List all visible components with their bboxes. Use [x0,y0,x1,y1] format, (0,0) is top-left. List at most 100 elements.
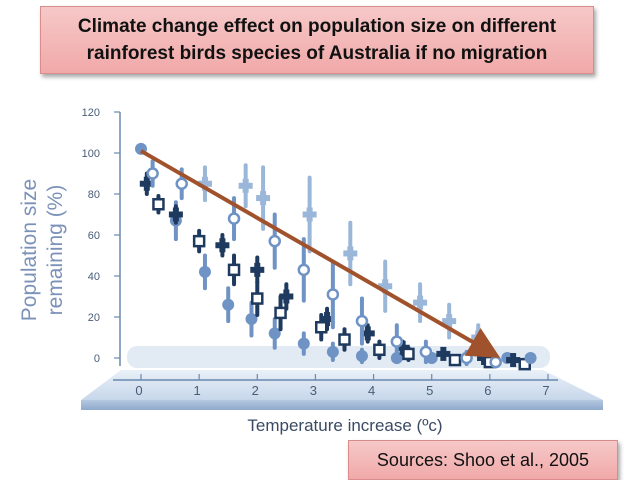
data-point-filled-cross [250,255,265,285]
marker-cross-v [283,289,290,304]
marker-cross-v [172,207,179,222]
source-text: Sources: Shoo et al., 2005 [376,449,590,470]
data-point-light-cross [238,163,253,209]
marker-open-square [448,353,462,367]
y-tick-label: 0 [94,353,100,365]
data-point-light-cross [413,282,428,324]
title-banner: Climate change effect on population size… [40,6,594,74]
marker-open-circle [268,234,281,248]
data-point-filled-cross [360,323,375,344]
marker-open-circle [419,345,433,359]
y-tick-label: 100 [82,148,100,160]
data-point-filled-circle [245,300,258,338]
marker-open-circle [489,355,502,369]
y-tick-label: 40 [88,271,100,283]
marker-open-square [314,321,328,334]
marker-cross-v [347,246,354,261]
y-tick-label: 80 [88,189,100,201]
marker-circle [222,298,235,311]
title-line-1: Climate change effect on population size… [77,16,557,37]
marker-cross-v [324,312,331,327]
marker-open-square [373,343,386,357]
y-axis-label-line: Population size [18,179,41,321]
data-point-open-circle [268,212,281,270]
marker-open-circle [326,288,340,301]
data-point-filled-cross [279,282,294,311]
marker-open-circle [297,263,311,277]
marker-cross-v [510,353,517,368]
marker-circle [297,337,310,350]
marker-circle [326,345,339,358]
trend-arrow [140,149,501,358]
marker-cross-v [446,314,453,329]
marker-circle [355,349,368,362]
marker-open-square [192,234,206,248]
marker-circle [198,265,211,278]
x-tick-label: 2 [252,383,259,398]
data-point-open-circle [489,355,502,369]
data-point-open-circle [297,237,311,303]
data-point-open-square [314,312,328,342]
marker-open-square [338,333,351,346]
marker-cross-v [254,262,261,277]
data-point-filled-circle [326,341,339,363]
platform-top [81,370,603,400]
marker-open-circle [146,167,159,180]
data-point-filled-circle [222,286,235,324]
marker-circle [524,352,537,364]
data-point-open-square [227,253,241,287]
x-tick-label: 3 [310,383,317,398]
marker-cross-v [440,346,447,361]
x-tick-label: 5 [426,383,433,398]
chart-platform [81,346,603,410]
x-tick-label: 7 [542,383,549,398]
data-point-filled-cross [168,204,183,225]
marker-cross-v [242,178,249,193]
data-point-light-cross [302,175,317,254]
data-point-open-square [274,294,287,332]
marker-cross-v [417,295,424,310]
data-point-open-square [251,280,264,317]
marker-cross-v [382,279,389,294]
marker-cross-v [201,176,208,191]
marker-open-circle [390,335,404,348]
data-point-open-square [338,327,351,352]
x-tick-label: 4 [368,383,375,398]
marker-cross-v [260,191,267,206]
data-point-open-circle [355,296,369,346]
data-point-light-cross [197,165,212,203]
marker-open-square [251,292,264,305]
data-point-filled-cross [506,353,521,368]
data-point-light-cross [343,220,358,287]
marker-open-square [402,347,415,361]
y-axis-label-line: remaining (%) [44,185,67,316]
y-tick-label: 20 [88,312,100,324]
marker-open-circle [227,212,241,225]
marker-open-square [227,263,241,277]
marker-circle [245,313,258,326]
data-point-filled-cross [215,233,230,258]
data-point-filled-cross [436,346,451,361]
marker-cross-v [219,238,226,253]
x-tick-label: 0 [135,383,142,398]
data-point-light-cross [378,259,393,313]
y-tick-label: 120 [82,107,100,119]
marker-cross-v [143,176,150,191]
source-box: Sources: Shoo et al., 2005 [348,440,618,480]
data-point-baseline-circle [524,352,537,364]
marker-open-square [274,306,287,320]
marker-open-square [152,198,165,211]
x-tick-label: 1 [194,383,201,398]
data-point-filled-circle [297,331,310,356]
data-point-open-square [448,353,462,367]
marker-cross-v [306,207,313,222]
data-point-filled-cross [139,171,154,196]
marker-cross-v [364,326,371,341]
data-point-open-circle [419,339,433,365]
data-point-open-circle [146,159,159,188]
marker-open-circle [355,314,369,328]
marker-open-circle [460,351,473,365]
data-point-filled-circle [268,317,281,350]
x-tick-label: 6 [484,383,491,398]
